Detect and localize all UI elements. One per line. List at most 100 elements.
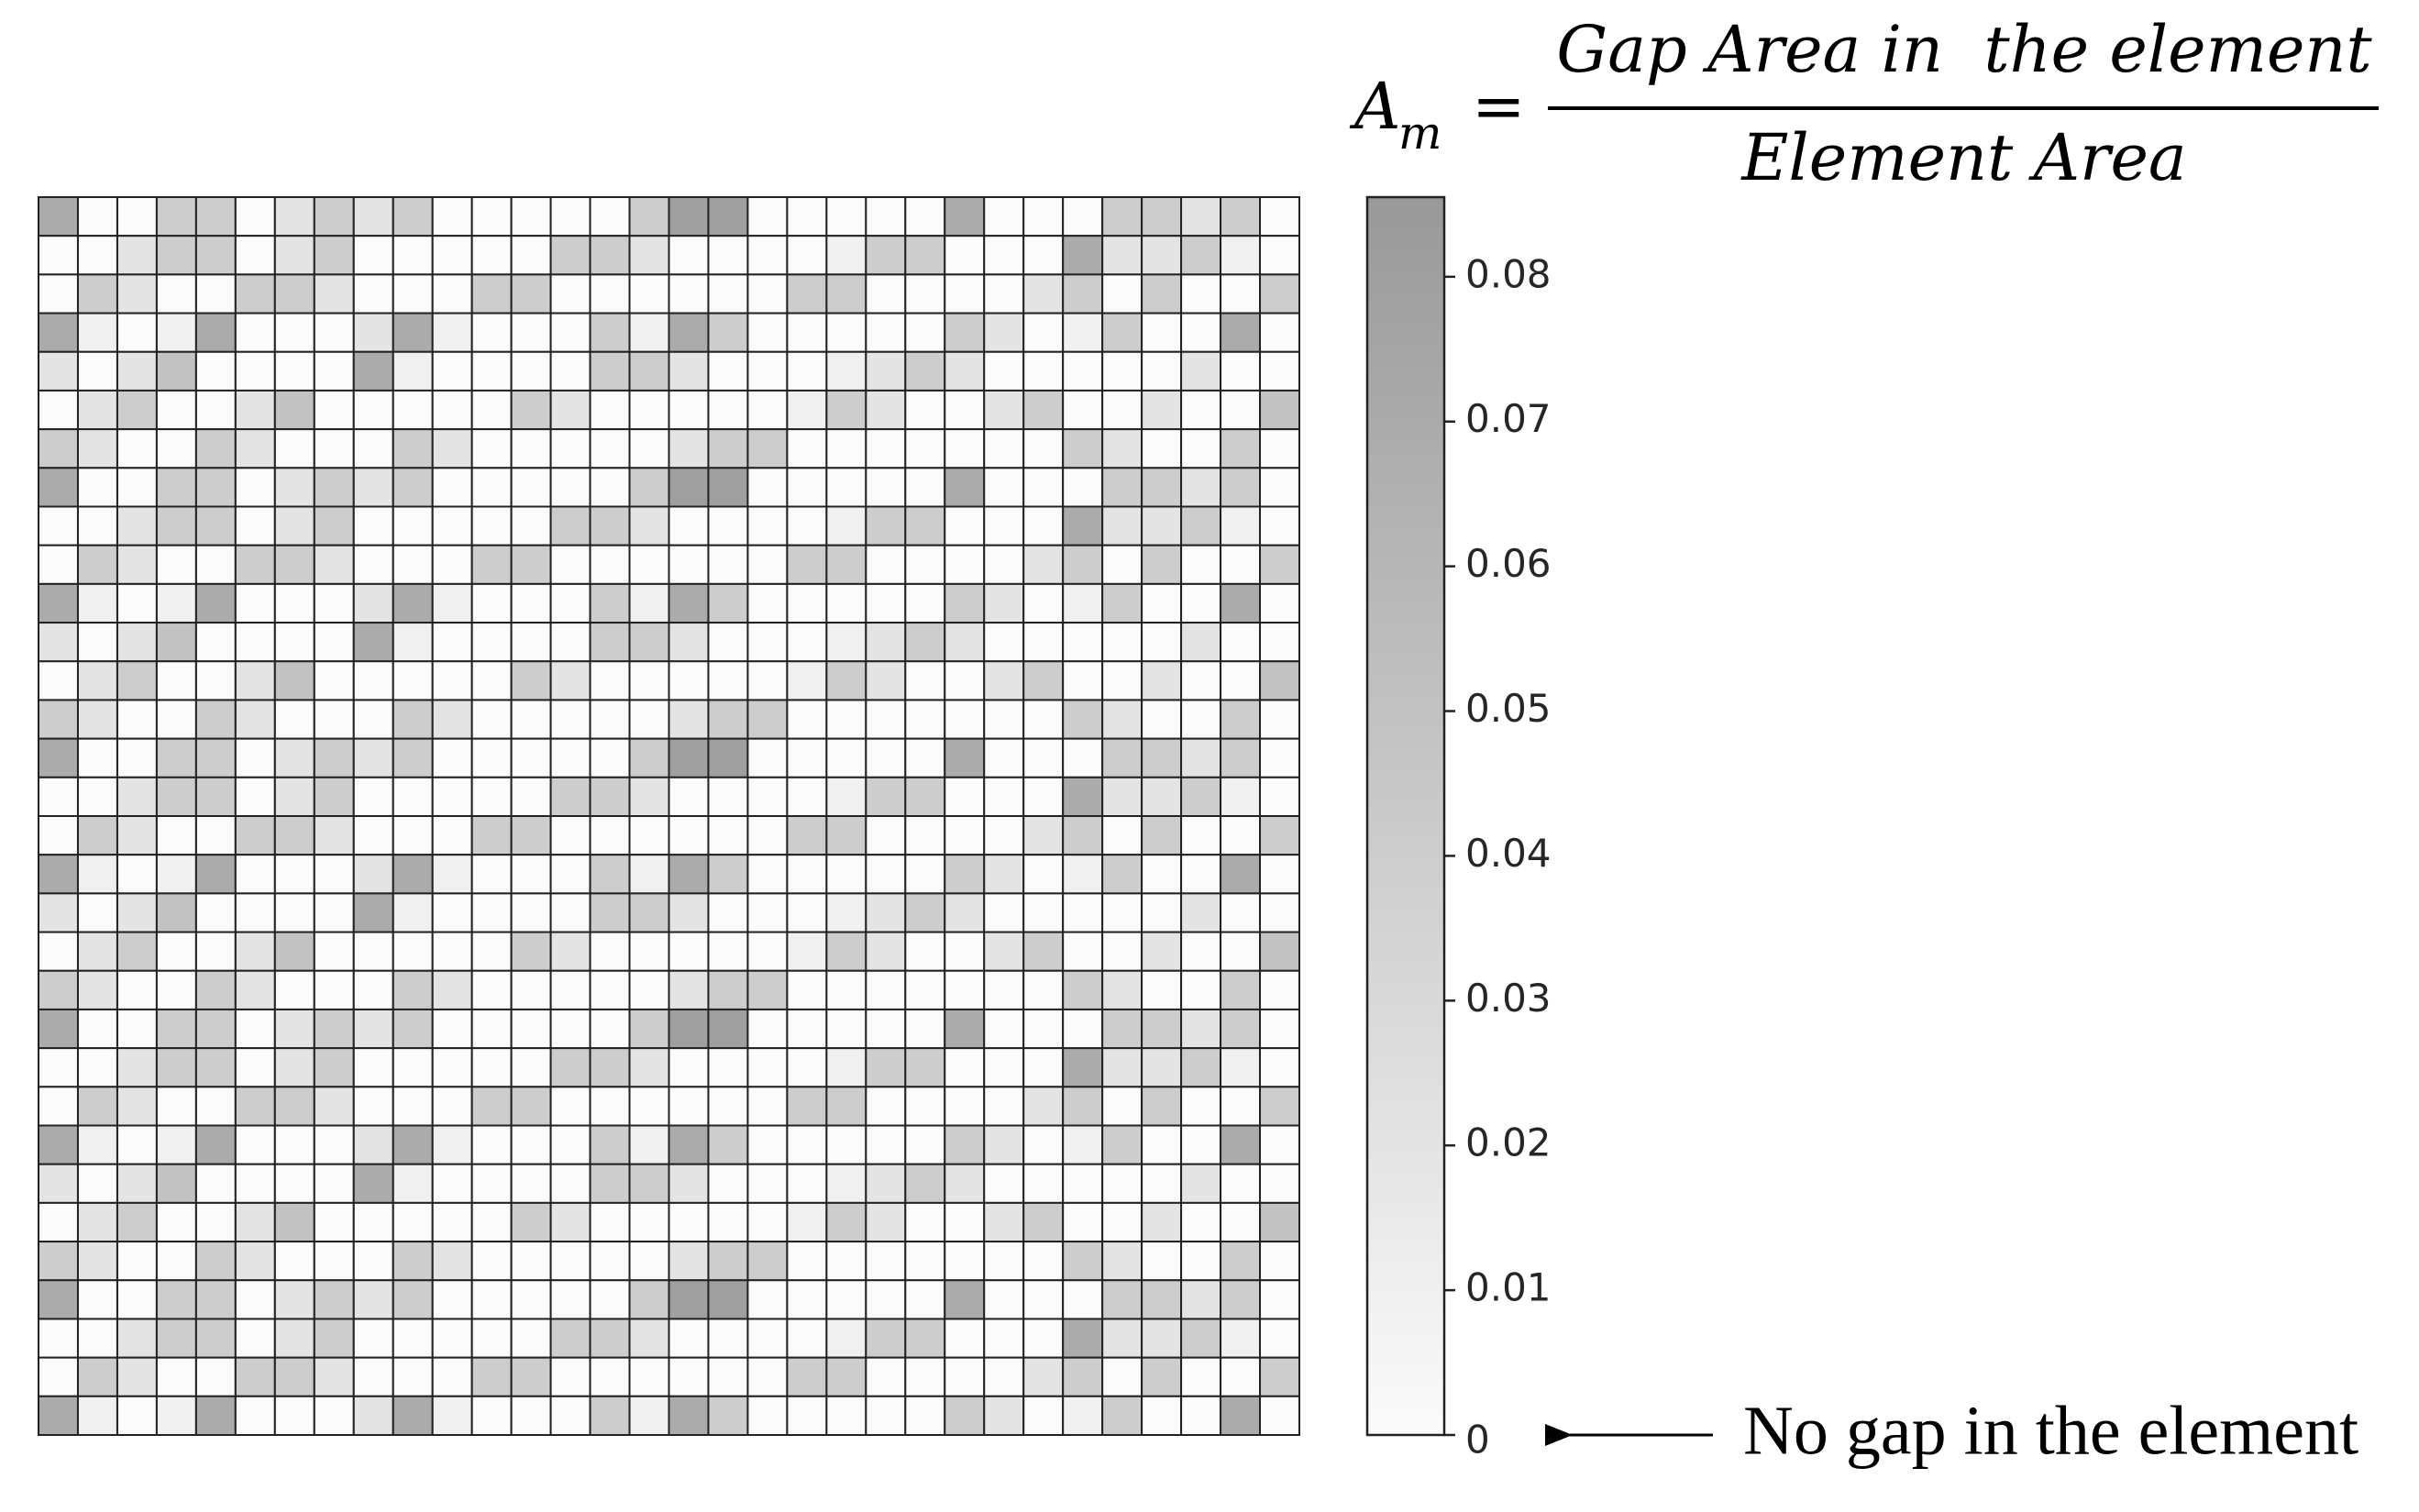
cell <box>1220 1163 1262 1204</box>
cell <box>549 1086 591 1127</box>
cell <box>313 737 355 778</box>
cell <box>194 312 237 353</box>
cell <box>1220 892 1262 933</box>
cell <box>786 854 828 895</box>
cell <box>1062 1279 1104 1320</box>
cell <box>825 815 867 856</box>
cell <box>510 737 552 778</box>
cell <box>865 1279 907 1320</box>
cell <box>510 235 552 276</box>
cell <box>549 1047 591 1088</box>
cell <box>1220 1047 1262 1088</box>
cell <box>628 776 670 817</box>
cell <box>668 1241 710 1282</box>
cell <box>155 815 197 856</box>
cell <box>1101 776 1143 817</box>
cell <box>1220 1008 1262 1050</box>
cell <box>1022 1047 1065 1088</box>
cell <box>1141 1124 1183 1165</box>
cell <box>1101 467 1143 508</box>
cell <box>1259 854 1300 895</box>
cell <box>746 737 789 778</box>
cell <box>865 622 907 663</box>
cell <box>510 931 552 972</box>
cell <box>904 931 946 972</box>
cell <box>1022 1241 1065 1282</box>
cell <box>313 428 355 469</box>
cell <box>1022 1318 1065 1359</box>
cell <box>668 969 710 1010</box>
cell <box>786 544 828 585</box>
cell <box>1101 1395 1143 1436</box>
cell <box>746 1124 789 1165</box>
cell <box>352 1318 394 1359</box>
cell <box>194 737 237 778</box>
cell <box>1022 350 1065 392</box>
cell <box>155 776 197 817</box>
cell <box>313 776 355 817</box>
cell <box>628 815 670 856</box>
cell <box>1220 467 1262 508</box>
cell <box>668 776 710 817</box>
cell <box>549 969 591 1010</box>
cell <box>273 622 315 663</box>
cell <box>1141 467 1183 508</box>
cell <box>273 776 315 817</box>
cell <box>510 776 552 817</box>
cell <box>116 699 158 740</box>
cell <box>273 737 315 778</box>
cell <box>983 467 1025 508</box>
cell <box>313 931 355 972</box>
cell <box>470 582 513 624</box>
cell <box>1259 467 1300 508</box>
cell <box>786 467 828 508</box>
cell <box>116 1279 158 1320</box>
cell <box>1022 699 1065 740</box>
cell <box>313 1356 355 1397</box>
cell <box>273 1395 315 1436</box>
cell <box>392 854 434 895</box>
cell <box>155 854 197 895</box>
cell <box>194 776 237 817</box>
cell <box>76 312 118 353</box>
heatmap <box>38 196 1300 1436</box>
cell <box>944 815 986 856</box>
cell <box>116 544 158 585</box>
cell <box>273 1163 315 1204</box>
cell <box>38 892 79 933</box>
cell <box>510 196 552 237</box>
cell <box>76 931 118 972</box>
cell <box>273 505 315 546</box>
cell <box>392 273 434 315</box>
cell <box>865 428 907 469</box>
cell <box>38 1318 79 1359</box>
cell <box>1022 969 1065 1010</box>
cell <box>746 622 789 663</box>
cell <box>865 389 907 431</box>
cell <box>589 544 631 585</box>
cell <box>1259 622 1300 663</box>
cell <box>1220 854 1262 895</box>
cell <box>273 389 315 431</box>
cell <box>786 389 828 431</box>
cell <box>1062 1008 1104 1050</box>
cell <box>865 737 907 778</box>
cell <box>392 931 434 972</box>
cell <box>549 892 591 933</box>
cell <box>628 312 670 353</box>
cell <box>510 582 552 624</box>
cell <box>470 389 513 431</box>
cell <box>668 815 710 856</box>
cell <box>1141 1395 1183 1436</box>
cell <box>273 1124 315 1165</box>
cell <box>234 931 276 972</box>
cell <box>273 312 315 353</box>
cell <box>510 1008 552 1050</box>
colorbar-tick-label: 0 <box>1465 1418 1490 1462</box>
cell <box>155 1047 197 1088</box>
cell <box>352 1201 394 1243</box>
cell <box>155 196 197 237</box>
cell <box>1259 505 1300 546</box>
cell <box>234 582 276 624</box>
